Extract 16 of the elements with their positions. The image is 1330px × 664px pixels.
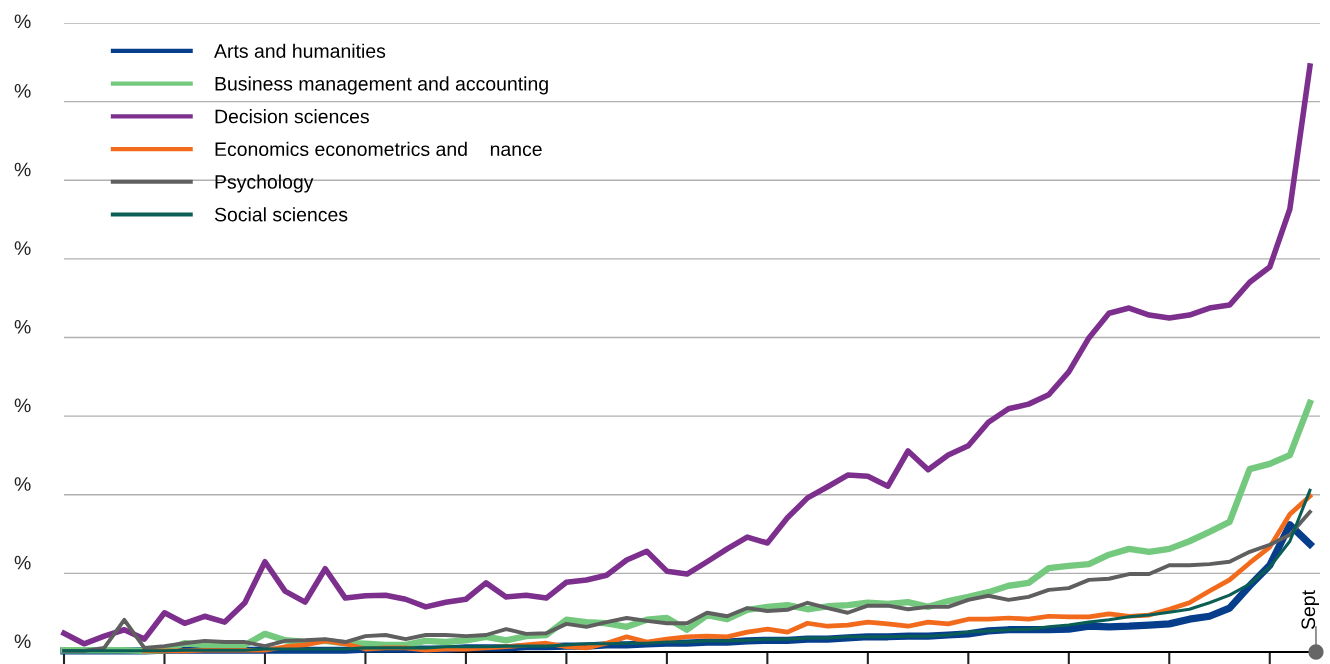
text: % bbox=[14, 14, 31, 29]
text: % bbox=[14, 319, 31, 334]
legend-label: Economics econometrics and nance bbox=[215, 141, 542, 157]
text: % bbox=[14, 398, 31, 413]
legend-label: Decision sciences bbox=[215, 109, 369, 124]
legend-label: Business management and accounting bbox=[215, 76, 548, 95]
legend-label: Social sciences bbox=[214, 207, 348, 222]
legend-label: Arts and humanities bbox=[214, 43, 386, 58]
text: % bbox=[14, 634, 31, 649]
text: % bbox=[14, 162, 31, 177]
text: % bbox=[14, 84, 31, 98]
text: % bbox=[14, 555, 31, 570]
annotation: Sept bbox=[1301, 590, 1320, 630]
text: % bbox=[14, 477, 31, 491]
legend-label: Psychology bbox=[215, 174, 314, 193]
text: % bbox=[14, 241, 31, 255]
